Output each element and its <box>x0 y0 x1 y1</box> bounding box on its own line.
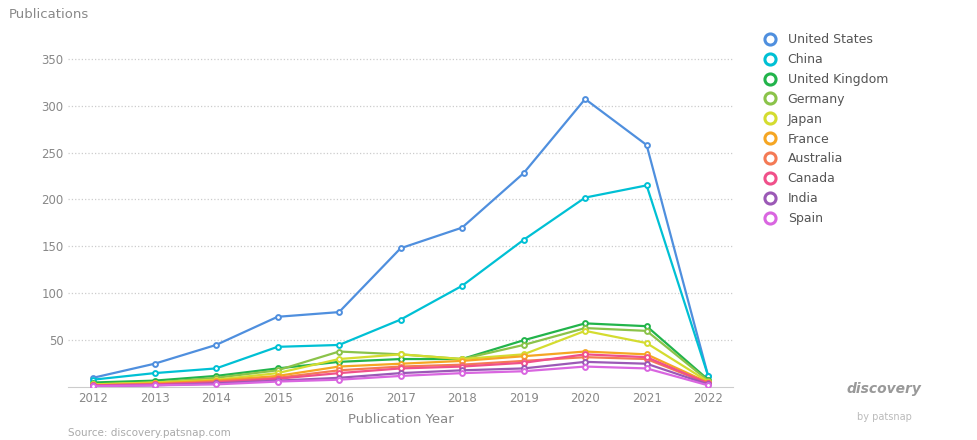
X-axis label: Publication Year: Publication Year <box>348 414 453 426</box>
Text: Source: discovery.patsnap.com: Source: discovery.patsnap.com <box>68 428 232 438</box>
Text: by patsnap: by patsnap <box>857 412 912 422</box>
Text: discovery: discovery <box>847 382 921 396</box>
Legend: United States, China, United Kingdom, Germany, Japan, France, Australia, Canada,: United States, China, United Kingdom, Ge… <box>752 28 893 230</box>
Text: Publications: Publications <box>9 8 89 21</box>
